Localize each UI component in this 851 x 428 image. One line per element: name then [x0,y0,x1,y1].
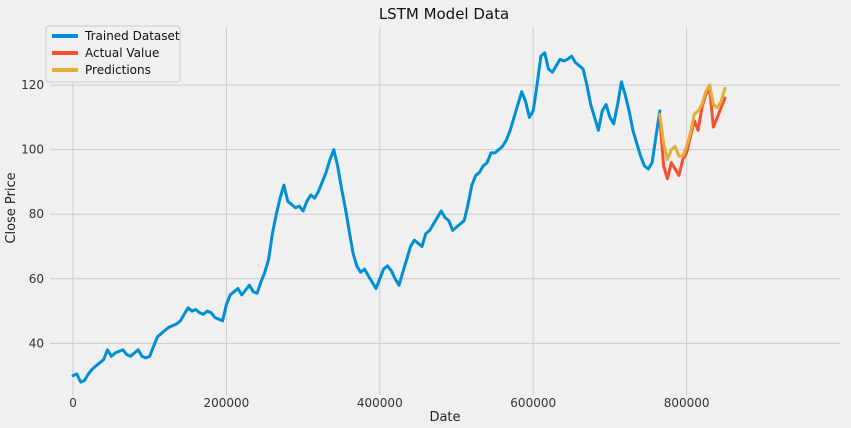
legend-label-predictions: Predictions [85,63,151,77]
x-tick-label: 400000 [357,396,403,410]
y-tick-label: 80 [29,207,44,221]
legend-box [45,25,181,83]
legend: Trained Dataset Actual Value Predictions [45,25,181,83]
y-axis-label: Close Price [4,172,19,243]
x-axis-label: Date [429,410,460,425]
legend-label-trained: Trained Dataset [84,29,180,43]
y-tick-label: 40 [29,336,44,350]
predictions-line [658,83,727,161]
tick-labels: 40 60 80 100 120 0 200000 400000 600000 800000 [21,78,709,410]
y-tick-label: 120 [21,78,44,92]
series-lines [71,51,727,384]
legend-label-actual: Actual Value [85,46,159,60]
y-tick-label: 100 [21,143,44,157]
x-tick-label: 200000 [204,396,250,410]
y-tick-label: 60 [29,272,44,286]
chart-title: LSTM Model Data [379,5,509,23]
x-tick-label: 0 [69,396,77,410]
x-tick-label: 800000 [664,396,710,410]
x-tick-label: 600000 [510,396,556,410]
grid [50,27,840,395]
trained-dataset-line [71,51,662,384]
